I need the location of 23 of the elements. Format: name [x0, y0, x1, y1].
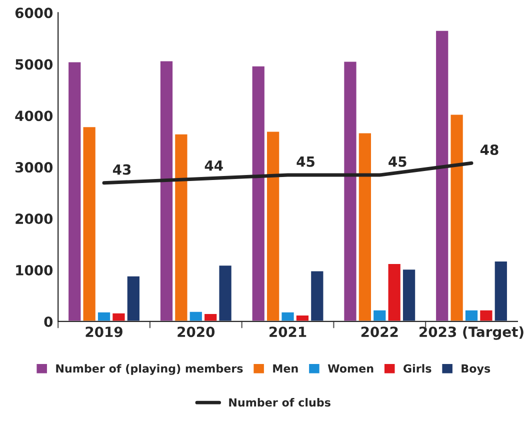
- y-tick-label: 6000: [15, 8, 53, 18]
- y-tick-label: 5000: [16, 59, 53, 70]
- data-label: 45: [388, 156, 406, 167]
- legend-label: Women: [328, 364, 374, 373]
- y-tick-label: 0: [44, 316, 53, 327]
- data-label: 44: [204, 160, 223, 171]
- data-label: 45: [296, 156, 314, 167]
- x-tick-label: 2021: [270, 326, 306, 338]
- x-tick-label: 2022: [361, 326, 398, 338]
- legend-label: Number of clubs: [229, 398, 330, 407]
- legend-label: Girls: [403, 364, 432, 373]
- y-tick-label: 2000: [16, 214, 53, 224]
- x-tick-label: 2023 (Target): [420, 326, 524, 340]
- legend-label: Number of (playing) members: [56, 364, 243, 375]
- x-tick-label: 2019: [86, 326, 122, 338]
- y-tick-label: 4000: [15, 110, 53, 122]
- data-label: 43: [112, 164, 131, 175]
- legend-label: Men: [273, 364, 298, 373]
- legend-label: Boys: [462, 364, 490, 375]
- y-tick-label: 3000: [15, 162, 53, 173]
- x-tick-label: 2020: [178, 326, 215, 338]
- y-tick-label: 1000: [16, 264, 53, 276]
- data-label: 48: [480, 144, 498, 155]
